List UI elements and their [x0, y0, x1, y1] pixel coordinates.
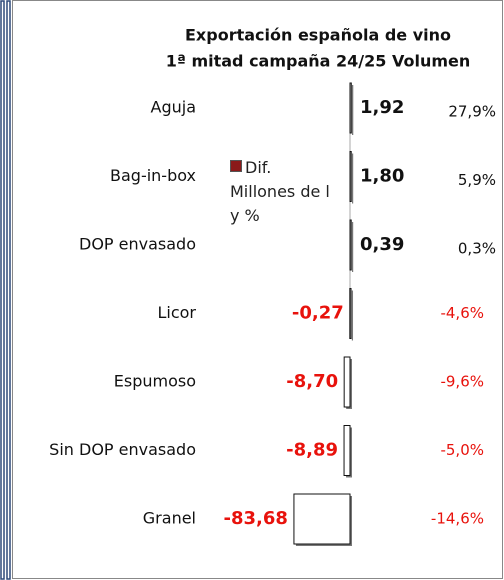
category-label: Bag-in-box [110, 166, 196, 185]
category-label: DOP envasado [79, 235, 196, 254]
change-label: 27,9% [448, 103, 496, 121]
bar [349, 288, 352, 339]
bar-shadow [351, 290, 354, 341]
value-label: -0,27 [292, 303, 344, 324]
bar [349, 82, 352, 134]
bar-shadow [352, 153, 354, 204]
change-label: -14,6% [431, 510, 484, 528]
bar [349, 219, 352, 271]
value-label: -8,70 [286, 371, 338, 392]
chart-title: Exportación española de vino [185, 26, 451, 45]
legend: Dif. Millones de l y % [230, 156, 330, 228]
value-label: -83,68 [224, 508, 288, 529]
change-label: -9,6% [440, 373, 484, 391]
bar-shadow [352, 222, 354, 272]
plot-border [12, 0, 503, 579]
legend-swatch [230, 160, 242, 172]
chart-subtitle: 1ª mitad campaña 24/25 Volumen [166, 52, 471, 71]
bar-shadow [352, 85, 354, 135]
value-label: -8,89 [286, 440, 338, 461]
bar [349, 151, 352, 202]
change-label: 0,3% [458, 240, 496, 258]
bar [343, 425, 351, 476]
category-label: Licor [157, 303, 196, 322]
change-label: -4,6% [440, 304, 484, 322]
legend-label: Dif. Millones de l y % [230, 158, 330, 225]
category-label: Sin DOP envasado [49, 440, 196, 459]
change-label: -5,0% [440, 441, 484, 459]
bar [293, 493, 351, 545]
value-label: 0,39 [360, 234, 404, 255]
value-label: 1,80 [360, 166, 404, 187]
category-label: Granel [143, 509, 196, 528]
category-label: Espumoso [114, 372, 196, 391]
value-label: 1,92 [360, 97, 404, 118]
frame-inner [6, 0, 11, 580]
frame-outer [0, 0, 5, 580]
bar [343, 356, 351, 408]
change-label: 5,9% [458, 171, 496, 189]
category-label: Aguja [151, 98, 197, 117]
